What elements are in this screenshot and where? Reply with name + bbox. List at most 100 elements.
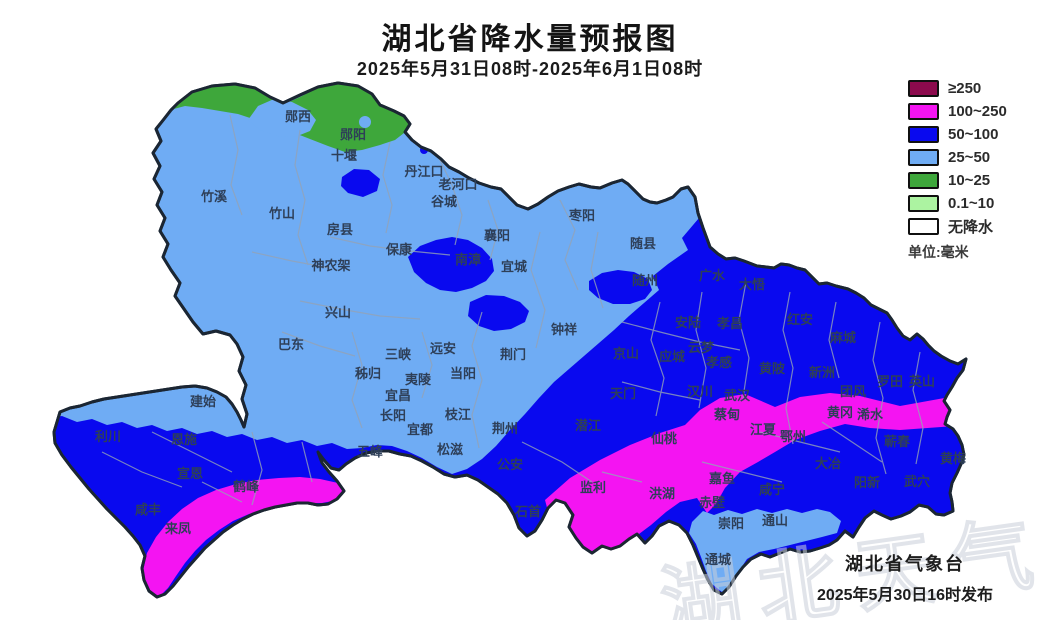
city-label: 江夏	[750, 422, 777, 437]
legend-item: 25~50	[908, 147, 1007, 168]
city-label: 宜昌	[385, 388, 411, 403]
city-label: 随州	[632, 273, 658, 288]
city-label: 荆门	[500, 347, 526, 362]
city-label: 潜江	[575, 418, 601, 433]
legend-label: 50~100	[948, 126, 999, 143]
city-label: 黄梅	[940, 451, 966, 466]
region-dot-green-band	[359, 116, 371, 128]
region-blob-baokang-nanzhang	[408, 237, 494, 292]
legend-swatch	[908, 218, 939, 235]
city-label: 郧西	[285, 109, 311, 124]
legend-swatch	[908, 149, 939, 166]
city-label: 通城	[705, 552, 731, 567]
city-label: 松滋	[437, 442, 463, 457]
legend-items: ≥250 100~250 50~100 25~50 10~25 0.1~10 无降水	[908, 78, 1007, 237]
city-label: 孝感	[705, 355, 732, 370]
region-blob-suizhou	[589, 270, 652, 304]
city-label: 蕲春	[884, 434, 911, 449]
city-label: 秭归	[355, 366, 381, 381]
city-label: 鹤峰	[233, 479, 260, 494]
city-label: 孝昌	[716, 316, 743, 331]
city-label: 大悟	[739, 277, 765, 292]
issuing-agency: 湖北省气象台	[845, 554, 965, 574]
city-label: 枣阳	[568, 208, 595, 223]
city-label: 南漳	[455, 252, 481, 267]
city-label: 崇阳	[718, 516, 744, 531]
city-label: 汉川	[687, 384, 713, 399]
city-label: 麻城	[829, 330, 856, 345]
city-label: 嘉鱼	[708, 471, 735, 486]
legend-label: 100~250	[948, 103, 1007, 120]
legend-label: 0.1~10	[948, 195, 995, 212]
city-label: 兴山	[325, 305, 351, 320]
legend-unit-label: 单位:毫米	[908, 244, 969, 260]
city-label: 石首	[514, 504, 541, 519]
region-pocket-southeast	[689, 509, 841, 592]
city-label: 通山	[762, 513, 788, 528]
city-label: 谷城	[431, 194, 457, 209]
city-label: 监利	[580, 480, 606, 495]
legend: ≥250 100~250 50~100 25~50 10~25 0.1~10 无降水 单位:…	[908, 78, 1007, 262]
city-label: 赤壁	[699, 495, 725, 510]
city-label: 蔡甸	[713, 407, 740, 422]
city-label: 远安	[430, 341, 456, 356]
legend-label: 10~25	[948, 172, 991, 189]
city-label: 团风	[840, 384, 866, 399]
city-label: 阳新	[854, 475, 880, 490]
city-label: 洪湖	[649, 486, 675, 501]
city-label: 利川	[95, 429, 121, 444]
region-magenta-strip-southwest	[143, 477, 346, 596]
legend-label: 25~50	[948, 149, 991, 166]
city-label: 武穴	[904, 474, 930, 489]
legend-item: 10~25	[908, 170, 1007, 191]
city-label: 恩施	[171, 432, 197, 447]
city-label: 保康	[385, 242, 413, 257]
city-label: 三峡	[385, 347, 412, 362]
city-label: 巴东	[278, 337, 304, 352]
city-label: 安陆	[675, 315, 701, 330]
city-label: 钟祥	[551, 322, 577, 337]
city-label: 英山	[908, 374, 935, 389]
city-label: 红安	[787, 312, 813, 327]
city-label: 丹江口	[404, 164, 443, 179]
city-label: 武汉	[724, 388, 751, 403]
city-label: 竹溪	[200, 189, 228, 204]
legend-label: ≥250	[948, 80, 982, 97]
issue-time: 2025年5月30日16时发布	[816, 587, 994, 604]
city-label: 公安	[497, 457, 523, 472]
issuer-block: 湖北省气象台 2025年5月30日16时发布	[760, 550, 1050, 605]
city-label: 云梦	[688, 340, 715, 355]
city-label: 十堰	[331, 148, 357, 163]
legend-swatch	[908, 172, 939, 189]
legend-swatch	[908, 195, 939, 212]
city-label: 黄陂	[759, 361, 786, 376]
city-label: 罗田	[877, 374, 903, 389]
city-label: 郧阳	[340, 127, 366, 142]
legend-label: 无降水	[948, 219, 994, 236]
region-blob-yicheng-south	[468, 295, 529, 331]
legend-swatch	[908, 103, 939, 120]
city-label: 咸丰	[135, 502, 161, 517]
region-magenta-band-east	[545, 393, 955, 553]
city-label: 宣恩	[177, 466, 203, 481]
city-label: 随县	[630, 236, 656, 251]
legend-swatch	[908, 80, 939, 97]
city-label: 老河口	[437, 177, 477, 192]
city-label: 建始	[190, 394, 216, 409]
legend-item: 100~250	[908, 101, 1007, 122]
city-label: 当阳	[450, 366, 476, 381]
city-label: 天门	[610, 386, 636, 401]
city-label: 应城	[659, 349, 685, 364]
city-label: 夷陵	[405, 372, 432, 387]
city-label: 五峰	[357, 444, 384, 459]
legend-item: 无降水	[908, 216, 1007, 237]
city-label: 神农架	[311, 258, 350, 273]
city-label: 鄂州	[780, 429, 806, 444]
city-label: 房县	[327, 222, 353, 237]
city-label: 来凤	[164, 521, 191, 536]
city-label: 浠水	[857, 407, 884, 422]
city-label: 黄冈	[827, 405, 853, 420]
city-label: 京山	[613, 346, 639, 361]
